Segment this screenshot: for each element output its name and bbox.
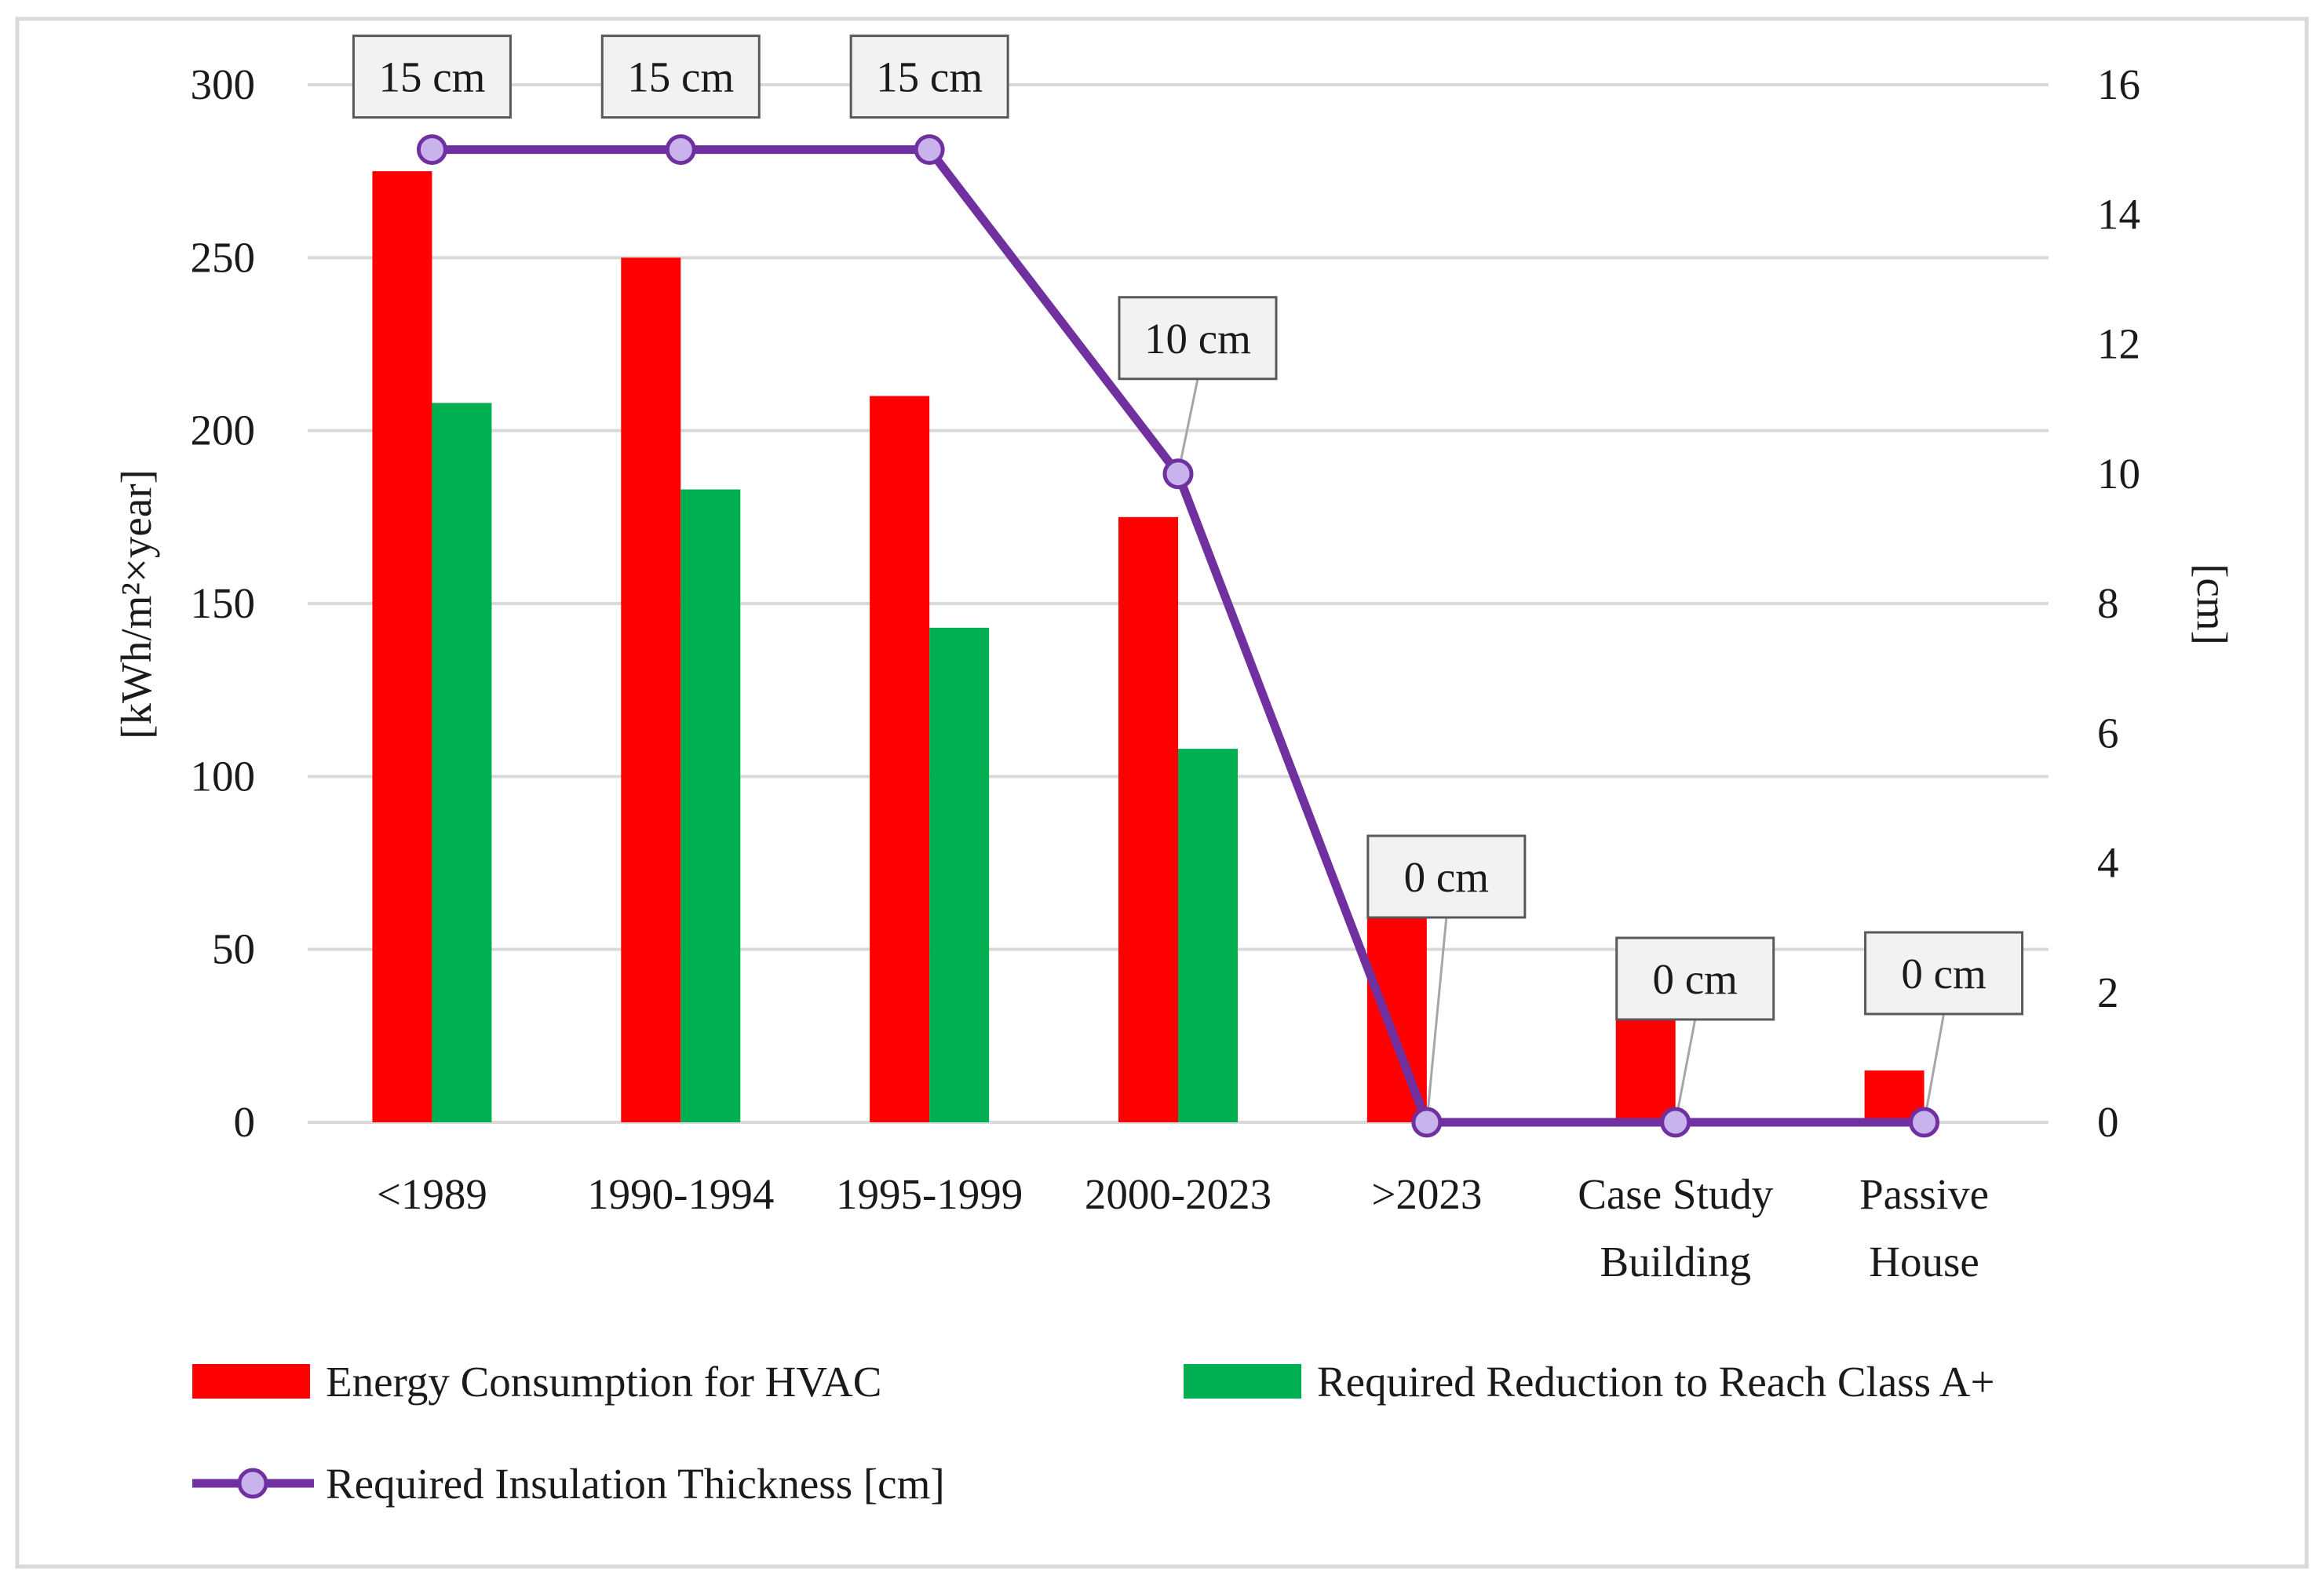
insulation-marker	[914, 134, 945, 166]
insulation-marker	[416, 134, 447, 166]
callout-box	[1118, 296, 1278, 381]
category-label: <1989	[377, 1170, 487, 1218]
category-label: 2000-2023	[1085, 1170, 1271, 1218]
reduction-bar	[929, 627, 990, 1122]
reduction-bar	[680, 489, 741, 1122]
callout-label: 0 cm	[1404, 853, 1489, 901]
callout-box	[352, 35, 512, 119]
insulation-marker	[665, 134, 696, 166]
category-label: House	[1869, 1238, 1979, 1286]
legend-label: Required Reduction to Reach Class A+	[1317, 1358, 1995, 1406]
category-label: >2023	[1371, 1170, 1482, 1218]
insulation-marker	[1411, 1107, 1443, 1138]
left-axis-title: [kWh/m²×year]	[112, 469, 160, 739]
reduction-bar	[1178, 749, 1238, 1122]
line-series: 15 cm 15 cm 15 cm 10 cm 0 cm 0 cm 0 cm	[352, 35, 2024, 1138]
callout-label: 0 cm	[1652, 955, 1737, 1003]
hvac-bar	[870, 396, 930, 1123]
right-tick-label: 4	[2097, 839, 2119, 887]
left-tick-label: 0	[234, 1098, 256, 1146]
callout-box	[1366, 834, 1527, 919]
category-axis: <1989 1990-1994 1995-1999 2000-2023 >2023 Cas…	[377, 1170, 1989, 1286]
category-label: 1995-1999	[836, 1170, 1023, 1218]
right-tick-label: 0	[2097, 1098, 2119, 1146]
callout-box	[600, 35, 761, 119]
right-tick-label: 14	[2097, 190, 2140, 238]
left-tick-label: 50	[212, 925, 255, 973]
callout-label: 15 cm	[378, 53, 485, 101]
legend-marker	[237, 1468, 268, 1499]
legend-label: Energy Consumption for HVAC	[326, 1358, 881, 1406]
callout-label: 10 cm	[1144, 315, 1251, 363]
category-label: 1990-1994	[587, 1170, 774, 1218]
bar-series	[372, 171, 1925, 1123]
callout-box	[1615, 936, 1775, 1021]
callout-leader	[1425, 917, 1448, 1123]
right-tick-label: 10	[2097, 450, 2140, 498]
legend-swatch	[1184, 1364, 1301, 1399]
right-tick-label: 8	[2097, 579, 2119, 627]
callout-leader	[1923, 1013, 1946, 1123]
hvac-bar	[372, 171, 432, 1123]
right-tick-label: 6	[2097, 709, 2119, 757]
insulation-marker	[1162, 458, 1194, 490]
callout-box	[1864, 931, 2024, 1016]
left-tick-label: 100	[191, 752, 256, 800]
callout-label: 0 cm	[1901, 950, 1986, 998]
legend: Energy Consumption for HVAC Required Redu…	[192, 1358, 1995, 1508]
left-tick-label: 250	[191, 233, 256, 281]
right-tick-label: 12	[2097, 320, 2140, 368]
insulation-marker	[1909, 1107, 1940, 1138]
legend-label: Required Insulation Thickness [cm]	[326, 1460, 945, 1508]
category-label: Case Study	[1578, 1170, 1774, 1218]
left-tick-label: 200	[191, 407, 256, 454]
category-label: Building	[1600, 1238, 1751, 1286]
legend-swatch	[192, 1364, 310, 1399]
left-tick-label: 150	[191, 579, 256, 627]
reduction-bar	[432, 403, 492, 1122]
right-axis: 0 2 4 6 8 10 12 14 16 [cm]	[2097, 60, 2236, 1146]
insulation-marker	[1660, 1107, 1691, 1138]
callout-box	[849, 35, 1009, 119]
hvac-bar	[1615, 1015, 1676, 1122]
category-label: Passive	[1859, 1170, 1989, 1218]
left-tick-label: 300	[191, 60, 256, 108]
right-axis-title: [cm]	[2188, 564, 2236, 645]
hvac-bar	[1118, 516, 1178, 1122]
callout-leader	[1674, 1019, 1697, 1123]
hvac-bar	[621, 257, 681, 1122]
callout-label: 15 cm	[627, 53, 734, 101]
callout-label: 15 cm	[876, 53, 983, 101]
left-axis: 0 50 100 150 200 250 300 [kWh/m²×year]	[112, 60, 255, 1146]
callout-leader	[1177, 378, 1199, 475]
right-tick-label: 2	[2097, 968, 2119, 1016]
right-tick-label: 16	[2097, 60, 2140, 108]
